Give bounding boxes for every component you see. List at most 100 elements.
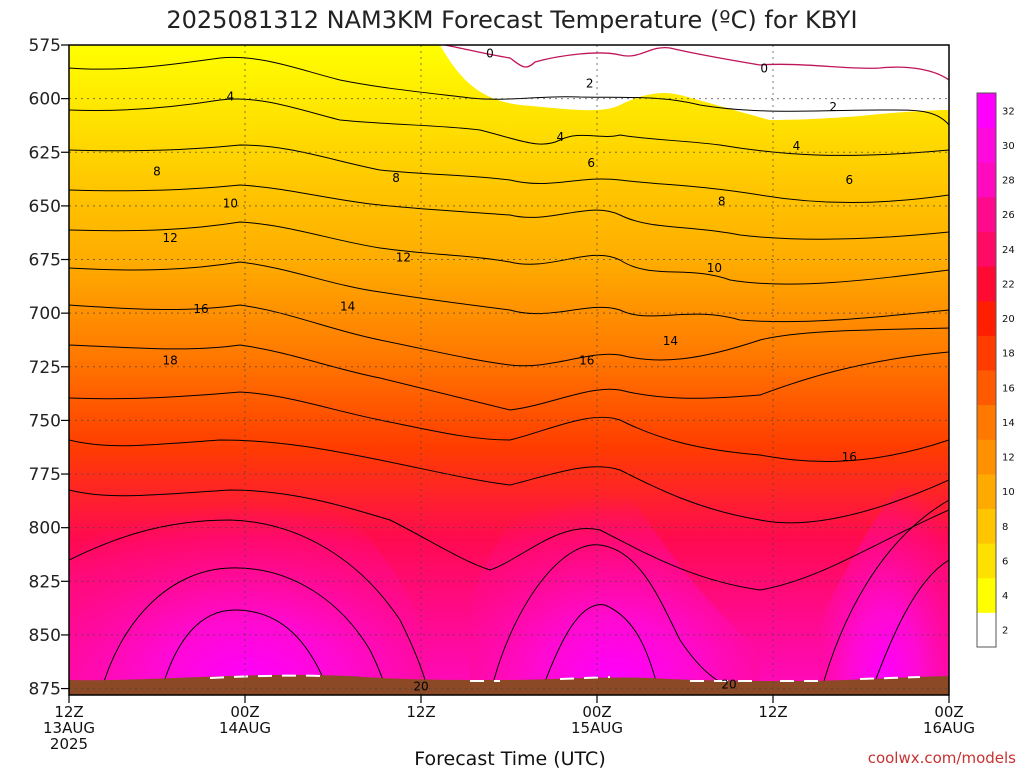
colorbar-label: 10 [1002, 487, 1015, 498]
colorbar-label: 28 [1002, 176, 1015, 187]
x-tick-label: 12Z [406, 703, 435, 721]
colorbar-segment [977, 404, 996, 440]
y-tick-label: 800 [29, 519, 61, 539]
colorbar-segment [977, 508, 996, 544]
y-tick-label: 625 [29, 143, 61, 163]
y-tick-label: 750 [29, 411, 61, 431]
isotherm-line [539, 604, 661, 695]
contour-label: 4 [793, 139, 801, 153]
isotherm-line [489, 544, 761, 695]
credit-text: coolwx.com/models [868, 749, 1016, 767]
colorbar-segment [977, 93, 996, 129]
colorbar-label: 14 [1002, 418, 1015, 429]
colorbar-segment [977, 473, 996, 509]
warm-dome-2 [470, 460, 760, 695]
contour-label: 6 [587, 156, 595, 170]
isotherm-line [99, 567, 389, 695]
isotherms [69, 45, 949, 695]
contour-label: 10 [223, 197, 238, 211]
colorbar-frame [976, 92, 997, 648]
x-tick-label: 00Z [934, 703, 963, 721]
warm-dome-3 [820, 440, 949, 695]
colorbar-label: 24 [1002, 245, 1015, 256]
colorbar-label: 12 [1002, 453, 1015, 464]
contour-label: 10 [707, 261, 722, 275]
plot-area [69, 45, 949, 695]
contour-label: 16 [193, 302, 208, 316]
isotherm-line [69, 98, 949, 156]
x-tick-label: 2025 [50, 735, 88, 753]
y-tick-label: 575 [29, 36, 61, 56]
colorbar-segment [977, 577, 996, 613]
contour-label: 4 [227, 89, 235, 103]
y-tick-label: 875 [29, 680, 61, 700]
colorbar-segment [977, 196, 996, 232]
contour-label: 8 [153, 165, 161, 179]
contour-label: 12 [163, 231, 178, 245]
contour-label: 16 [842, 450, 857, 464]
colorbar-label: 6 [1002, 556, 1008, 567]
contour-label: 4 [557, 130, 565, 144]
colorbar-label: 20 [1002, 314, 1015, 325]
y-tick-label: 675 [29, 251, 61, 271]
colorbar-label: 16 [1002, 383, 1015, 394]
colorbar-label: 18 [1002, 349, 1015, 360]
isotherm-line [69, 184, 949, 240]
colorbar-segment [977, 612, 996, 648]
colorbar-label: 22 [1002, 279, 1015, 290]
warm-dome-1 [69, 470, 427, 695]
contour-label: 8 [718, 195, 726, 209]
isotherm-line [159, 609, 331, 695]
colorbar-segment [977, 370, 996, 406]
x-tick-label: 16AUG [923, 719, 975, 737]
colorbar-segment [977, 266, 996, 302]
colorbar-segment [977, 439, 996, 475]
contour-labels: 0 0 2 2 4 4 4 6 6 8 8 8 10 10 12 12 14 14 16 16 16 18 20 20 [153, 47, 857, 694]
isotherm-line [69, 261, 949, 323]
isotherm-line [69, 489, 949, 591]
x-tick-label: 14AUG [219, 719, 271, 737]
colorbar-segment [977, 162, 996, 198]
y-tick-label: 600 [29, 90, 61, 110]
y-tick-label: 700 [29, 304, 61, 324]
isotherm-line [69, 391, 949, 462]
contour-label: 2 [586, 77, 594, 91]
isotherm-line [69, 144, 949, 203]
x-tick-label: 13AUG [43, 719, 95, 737]
contour-label: 6 [845, 173, 853, 187]
colorbar-segment [977, 300, 996, 336]
isotherm-line [69, 304, 949, 367]
colorbar-label: 30 [1002, 141, 1015, 152]
y-tick-label: 825 [29, 572, 61, 592]
contour-label: 14 [340, 300, 355, 314]
x-tick-label: 15AUG [571, 719, 623, 737]
x-tick-label: 12Z [54, 703, 83, 721]
colorbar-label: 26 [1002, 210, 1015, 221]
isotherm-line [69, 56, 949, 126]
isotherm-line [69, 519, 431, 695]
y-axis: 575 600 625 650 675 700 725 750 775 800 825 850 875 [29, 36, 69, 700]
contour-label: 18 [163, 353, 178, 367]
contour-label: 0 [486, 47, 494, 61]
contour-label: 16 [579, 353, 594, 367]
isotherm-line [444, 45, 949, 81]
x-tick-label: 00Z [230, 703, 259, 721]
chart-title: 2025081312 NAM3KM Forecast Temperature (… [166, 6, 857, 34]
y-tick-label: 725 [29, 358, 61, 378]
plot-frame [68, 44, 950, 696]
contour-label: 8 [392, 171, 400, 185]
colorbar-segment [977, 231, 996, 267]
colorbar-segment [977, 543, 996, 579]
ground-edge [209, 674, 921, 682]
isotherm-line [69, 221, 949, 285]
isotherm-line [869, 559, 949, 695]
colorbar-label: 2 [1002, 626, 1008, 637]
y-tick-label: 775 [29, 465, 61, 485]
cold-region-top [440, 45, 949, 120]
x-tick-label: 00Z [582, 703, 611, 721]
y-tick-label: 850 [29, 626, 61, 646]
colorbar-label: 4 [1002, 591, 1008, 602]
